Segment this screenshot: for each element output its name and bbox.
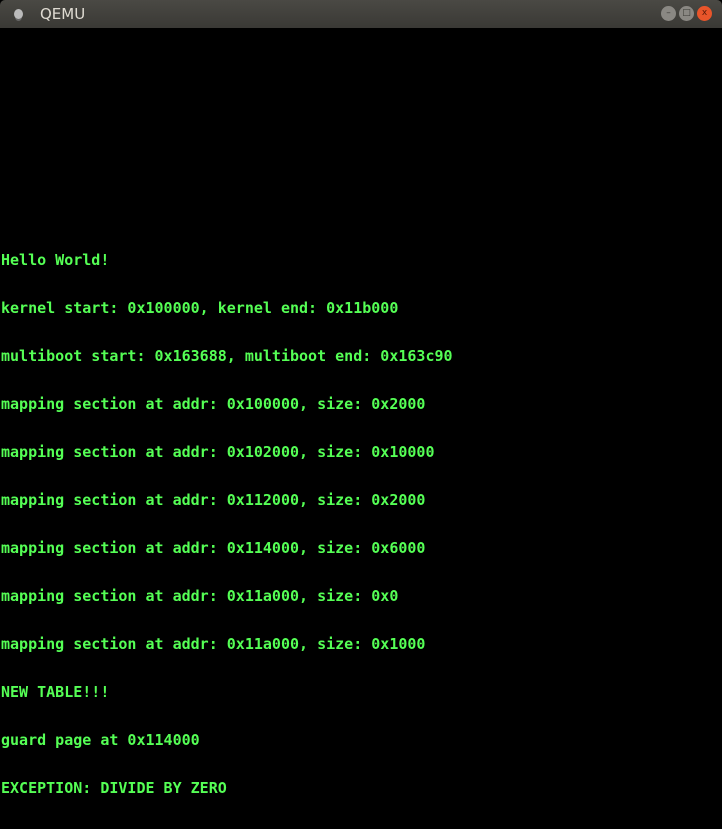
title-bar[interactable]: QEMU – □ x	[0, 0, 722, 28]
qemu-app-icon	[14, 9, 23, 19]
console-line: mapping section at addr: 0x11a000, size:…	[1, 635, 426, 653]
window-title: QEMU	[40, 5, 86, 23]
console-line: mapping section at addr: 0x114000, size:…	[1, 539, 426, 557]
console-line: guard page at 0x114000	[1, 731, 200, 749]
console-line: NEW TABLE!!!	[1, 683, 110, 701]
console-line: multiboot start: 0x163688, multiboot end…	[1, 347, 453, 365]
console-line: Hello World!	[1, 251, 110, 269]
console-output: Hello World! kernel start: 0x100000, ker…	[1, 220, 453, 828]
console-line: kernel start: 0x100000, kernel end: 0x11…	[1, 299, 399, 317]
close-button[interactable]: x	[697, 6, 712, 21]
vm-display[interactable]: Hello World! kernel start: 0x100000, ker…	[1, 28, 721, 796]
console-line: mapping section at addr: 0x11a000, size:…	[1, 587, 399, 605]
console-line: EXCEPTION: DIVIDE BY ZERO	[1, 779, 227, 797]
minimize-button[interactable]: –	[661, 6, 676, 21]
console-line: mapping section at addr: 0x100000, size:…	[1, 395, 426, 413]
console-line: mapping section at addr: 0x102000, size:…	[1, 443, 435, 461]
console-line: mapping section at addr: 0x112000, size:…	[1, 491, 426, 509]
maximize-button[interactable]: □	[679, 6, 694, 21]
